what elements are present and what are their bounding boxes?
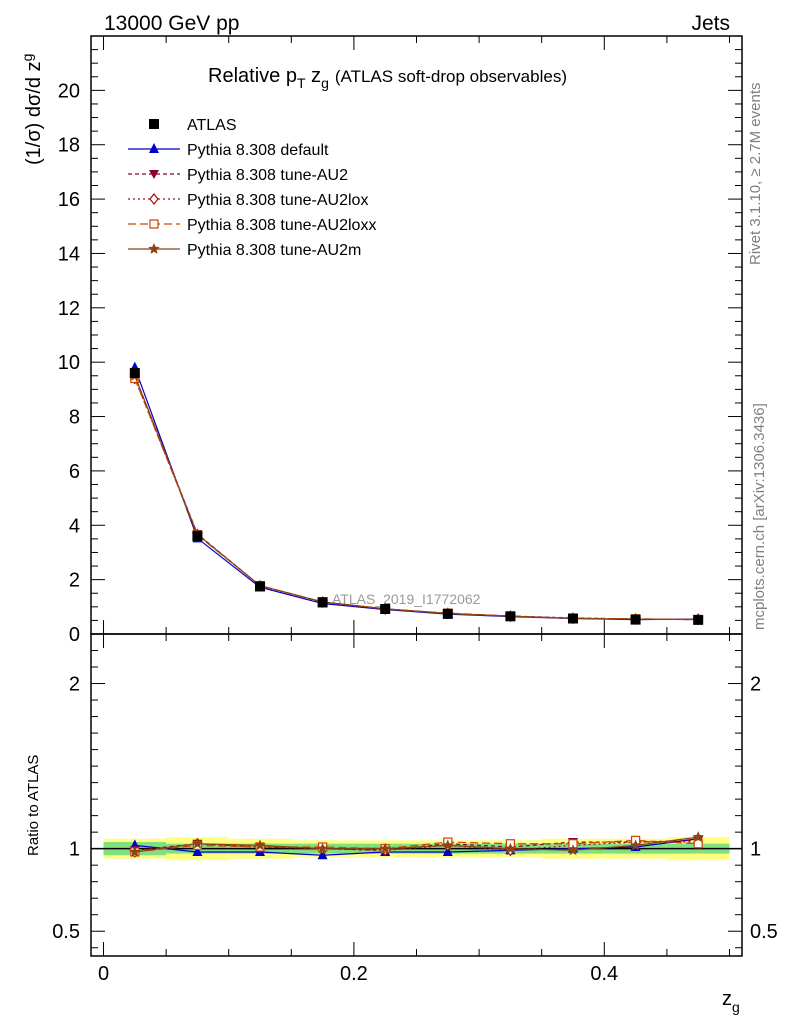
data-point <box>442 608 453 619</box>
ratio-y-tick-label-right: 1 <box>750 839 761 861</box>
x-tick-label: 0 <box>98 963 109 985</box>
legend-label: Pythia 8.308 tune-AU2 <box>187 167 348 184</box>
legend-marker <box>149 119 159 129</box>
y-tick-label: 14 <box>58 243 80 265</box>
ratio-point <box>254 839 266 851</box>
y-tick-label: 16 <box>58 189 80 211</box>
series-line <box>134 378 699 620</box>
legend-label: ATLAS <box>187 117 237 134</box>
ratio-point <box>692 831 704 842</box>
data-point <box>630 614 641 625</box>
title-rest-sub: g <box>321 75 329 91</box>
x-axis-label: zg <box>722 988 740 1015</box>
chart-title: Relative pT zg (ATLAS soft-drop observabl… <box>208 65 567 91</box>
data-point <box>567 613 578 624</box>
ratio-point <box>129 846 141 857</box>
ratio-series-line <box>134 839 699 853</box>
series-line <box>134 375 699 621</box>
energy-label: 13000 GeV pp <box>104 12 239 35</box>
data-point <box>693 614 704 625</box>
ratio-y-tick-label: 1 <box>69 839 80 861</box>
ratio-point <box>379 842 391 854</box>
series-line <box>134 378 699 621</box>
ratio-point <box>191 837 204 849</box>
y-tick-label: 8 <box>69 407 80 429</box>
ratio-point <box>629 839 642 851</box>
ratio-y-tick-label: 2 <box>69 674 80 696</box>
ratio-point <box>192 845 203 856</box>
ratio-series-line <box>134 836 699 853</box>
legend-marker <box>148 243 160 254</box>
ratio-panel: 0 0.2 0.4 0.5 0.5 1 1 2 2 <box>52 633 778 985</box>
data-point <box>192 531 203 542</box>
ratio-y-tick-label-right: 0.5 <box>750 921 778 943</box>
legend: ATLAS Pythia 8.308 default Pythia 8.308 tu… <box>128 117 376 259</box>
svg-text:Relative pT zg(ATLAS soft-drop: Relative pT zg (ATLAS soft-drop observabl… <box>208 65 567 91</box>
legend-marker <box>149 170 159 179</box>
y-tick-label: 2 <box>69 570 80 592</box>
ratio-point <box>567 844 579 856</box>
legend-marker <box>149 143 159 153</box>
title-main-sub: T <box>297 75 306 91</box>
data-point <box>380 603 391 614</box>
x-tick-label: 0.2 <box>340 963 368 985</box>
y-axis-label-top: (1/σ) dσ/d zg <box>19 54 45 165</box>
mcplots-label: mcplots.cern.ch [arXiv:1306.3436] <box>751 403 768 630</box>
y-tick-label: 12 <box>58 298 80 320</box>
y-tick-label: 20 <box>58 80 80 102</box>
ratio-series-line <box>134 841 699 853</box>
y-tick-label: 6 <box>69 461 80 483</box>
y-tick-label: 10 <box>58 352 80 374</box>
y-axis-label-ratio: Ratio to ATLAS <box>25 755 42 856</box>
legend-label: Pythia 8.308 tune-AU2lox <box>187 192 368 209</box>
legend-marker <box>149 219 159 229</box>
series-line <box>134 367 699 621</box>
data-point <box>505 611 516 622</box>
data-point <box>317 597 328 608</box>
legend-marker <box>149 193 159 205</box>
ratio-y-tick-label-right: 2 <box>750 674 761 696</box>
legend-label: Pythia 8.308 tune-AU2loxx <box>187 217 376 234</box>
legend-label: Pythia 8.308 default <box>187 142 329 159</box>
main-panel: 0 2 4 6 8 10 12 14 16 18 20 <box>58 35 743 646</box>
ratio-frame <box>90 633 743 957</box>
rivet-label: Rivet 3.1.10, ≥ 2.7M events <box>747 83 764 266</box>
analysis-watermark: ATLAS_2019_I1772062 <box>332 591 481 607</box>
title-main-rest: z <box>306 65 322 87</box>
y-tick-label: 0 <box>69 624 80 646</box>
ratio-point <box>442 839 454 851</box>
ratio-y-tick-label: 0.5 <box>52 921 80 943</box>
data-point <box>255 581 266 592</box>
x-tick-label: 0.4 <box>590 963 618 985</box>
y-tick-label: 4 <box>69 515 80 537</box>
series-line <box>134 375 699 621</box>
process-label: Jets <box>691 12 730 35</box>
ratio-point <box>316 842 329 854</box>
title-paren: (ATLAS soft-drop observables) <box>335 67 567 86</box>
legend-label: Pythia 8.308 tune-AU2m <box>187 242 361 259</box>
ratio-point <box>504 842 517 854</box>
data-point <box>129 368 140 379</box>
title-main: Relative p <box>208 65 297 87</box>
y-tick-label: 18 <box>58 135 80 157</box>
